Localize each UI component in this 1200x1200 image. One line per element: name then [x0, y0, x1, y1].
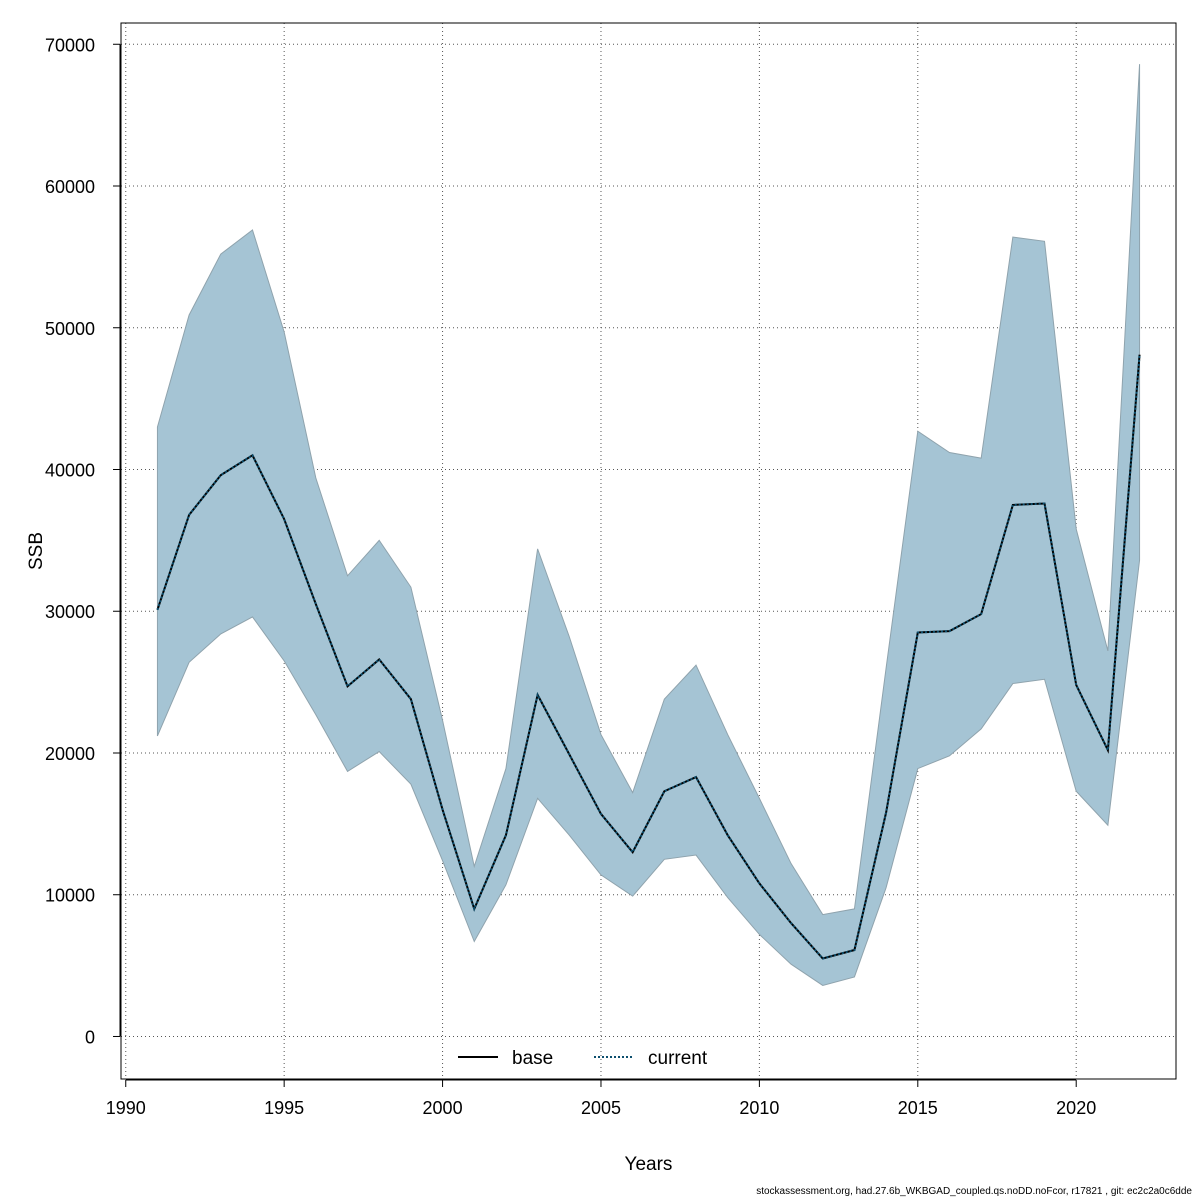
x-tick-label-2000: 2000 [423, 1098, 463, 1118]
x-tick-label-1990: 1990 [106, 1098, 146, 1118]
y-tick-label-30000: 30000 [45, 602, 95, 622]
confidence-band [156, 64, 1141, 986]
series-lines-layer [156, 354, 1141, 960]
confidence-band-layer [156, 64, 1141, 986]
legend-base-label: base [512, 1048, 553, 1069]
series-line-current [156, 354, 1141, 960]
y-tick-label-70000: 70000 [45, 35, 95, 55]
x-tick-label-2005: 2005 [581, 1098, 621, 1118]
legend: base current [458, 1048, 708, 1069]
y-axis-ticks: 0 10000 20000 30000 40000 50000 60000 70000 [45, 35, 120, 1047]
x-tick-label-2010: 2010 [739, 1098, 779, 1118]
plot-frame [120, 22, 1177, 1080]
x-axis-title: Years [625, 1154, 673, 1175]
legend-current-label: current [648, 1048, 708, 1069]
y-tick-label-0: 0 [85, 1027, 95, 1047]
axes-layer: 1990 1995 2000 2005 2010 2015 2020 0 10000 20000… [45, 22, 1177, 1118]
y-tick-label-50000: 50000 [45, 319, 95, 339]
y-tick-label-10000: 10000 [45, 886, 95, 906]
y-axis-title: SSB [26, 532, 47, 570]
y-tick-label-60000: 60000 [45, 177, 95, 197]
y-tick-label-20000: 20000 [45, 744, 95, 764]
y-tick-label-40000: 40000 [45, 460, 95, 480]
x-tick-label-1995: 1995 [264, 1098, 304, 1118]
x-axis-ticks: 1990 1995 2000 2005 2010 2015 2020 [106, 1080, 1096, 1118]
x-tick-label-2020: 2020 [1056, 1098, 1096, 1118]
x-tick-label-2015: 2015 [898, 1098, 938, 1118]
footer-caption: stockassessment.org, had.27.6b_WKBGAD_co… [756, 1186, 1192, 1197]
